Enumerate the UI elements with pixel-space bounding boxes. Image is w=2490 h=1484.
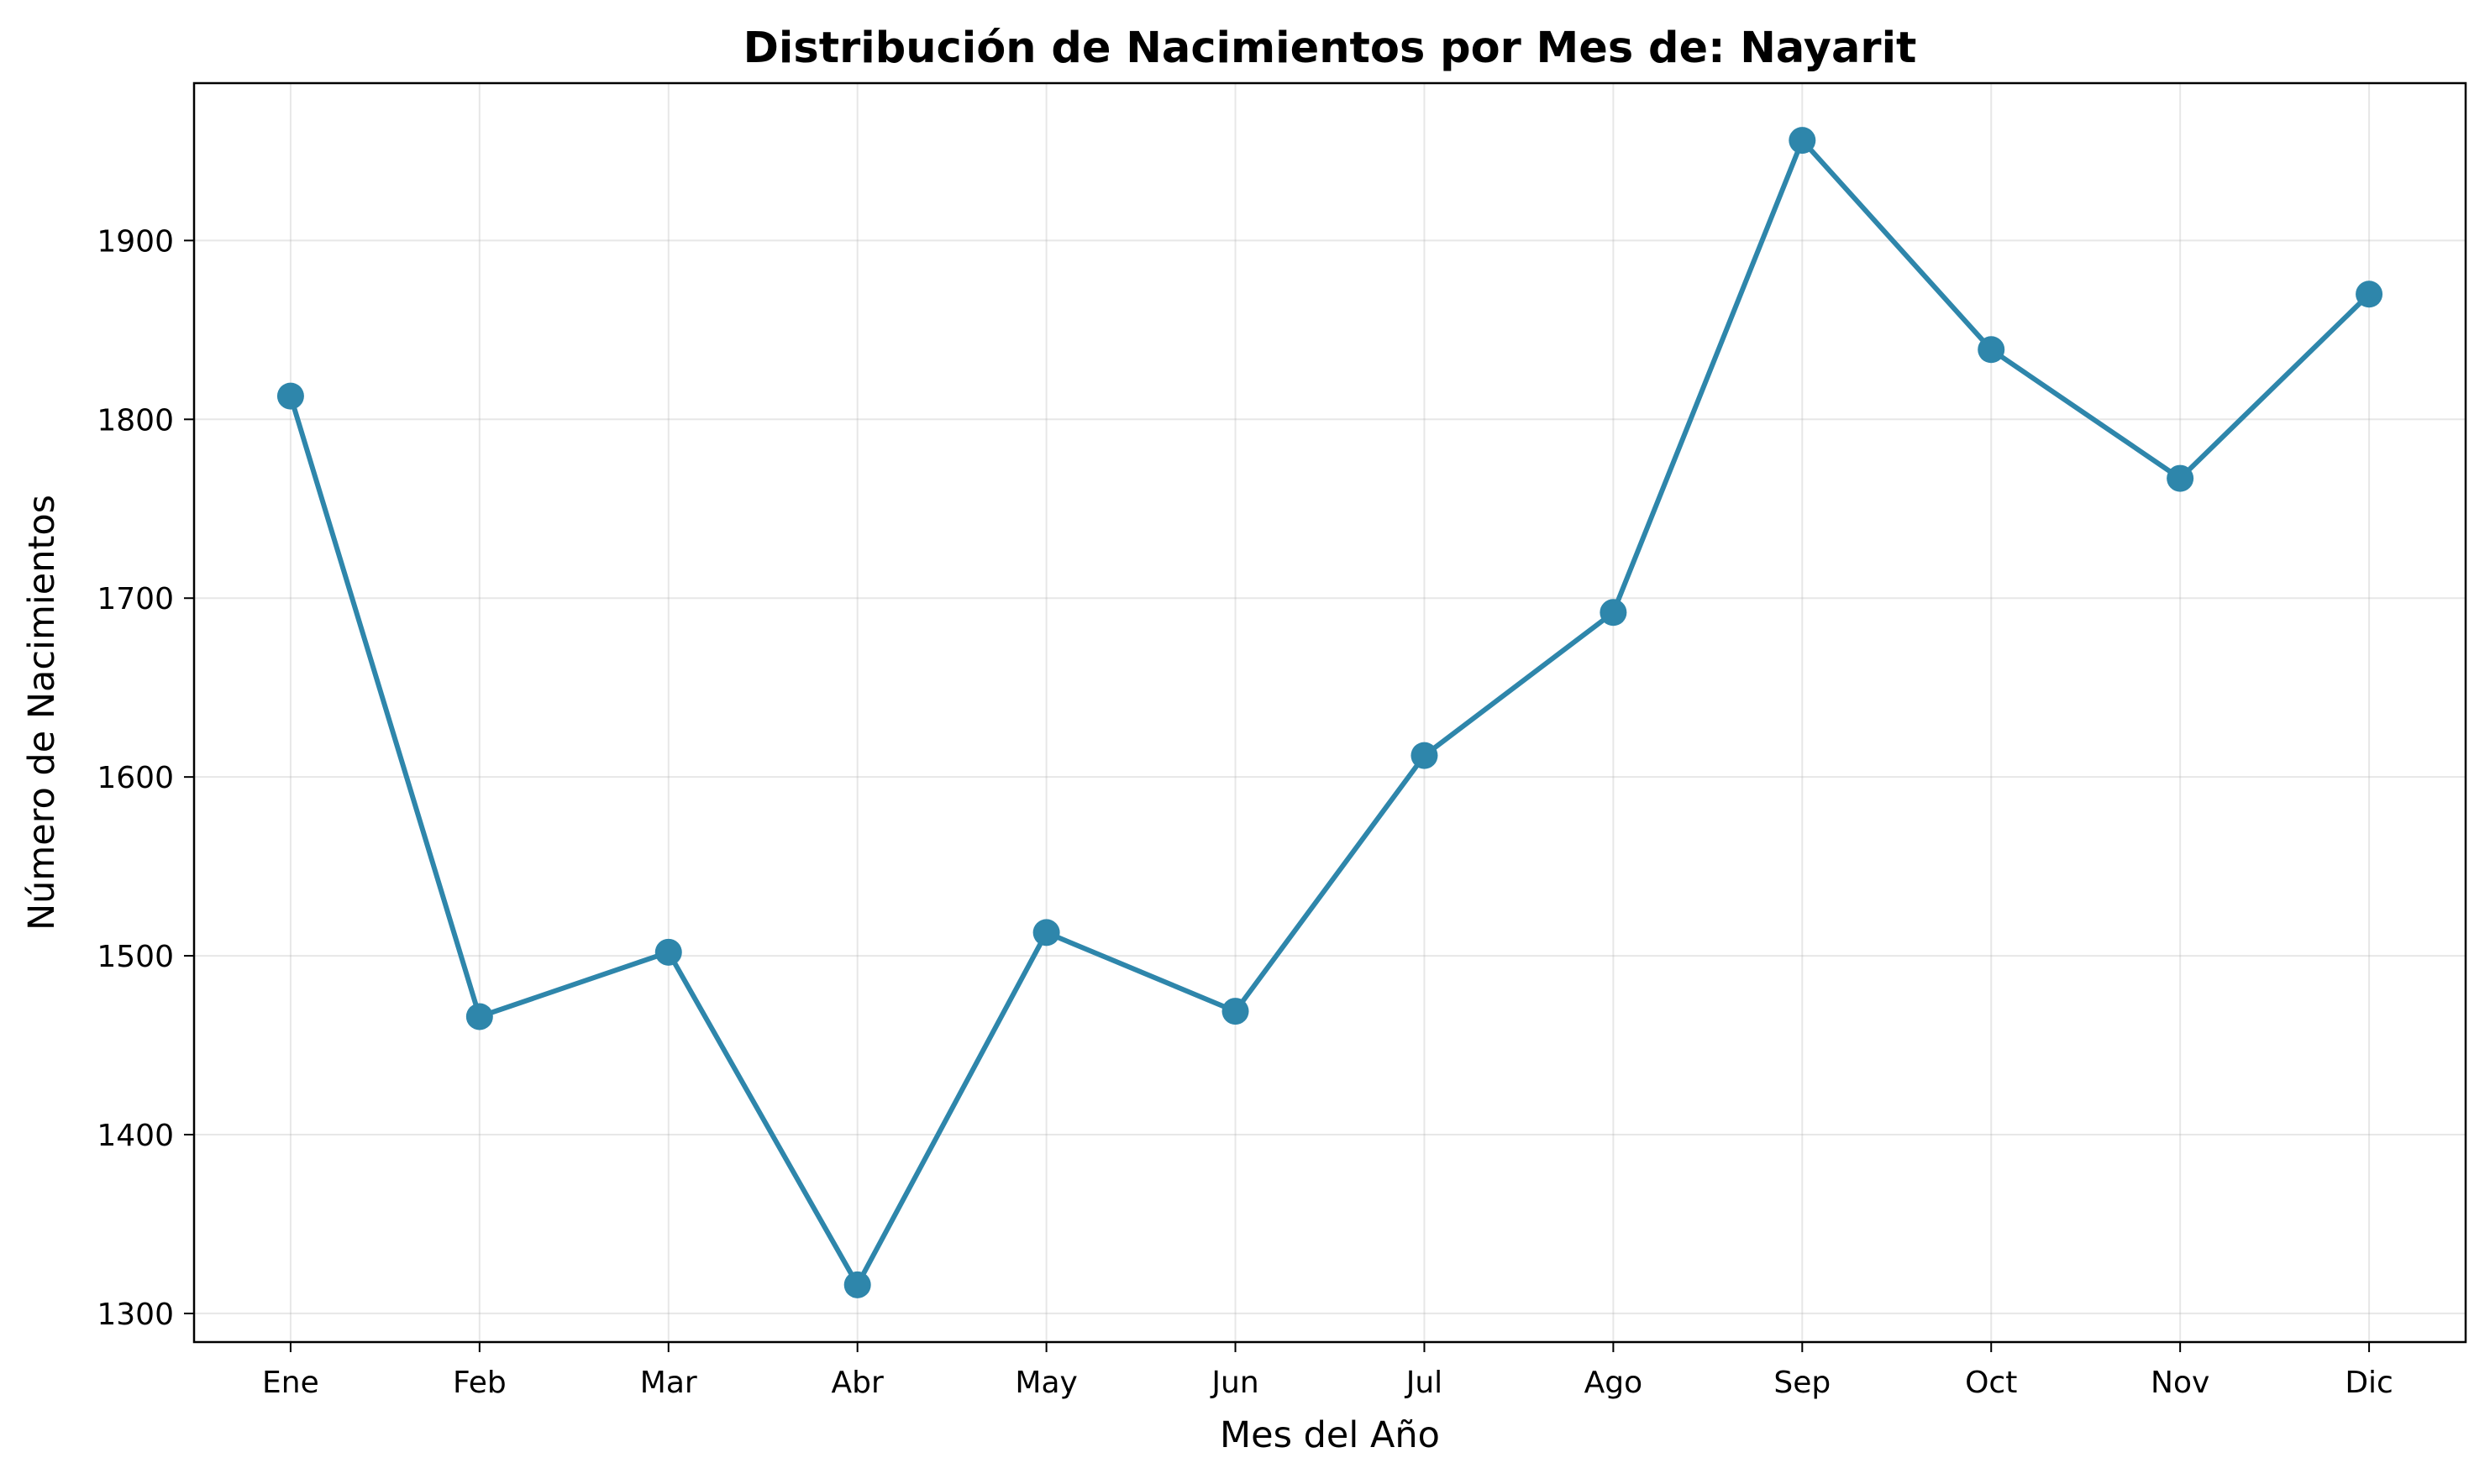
x-tick-label: Dic (2345, 1366, 2393, 1400)
data-point-oct (1978, 336, 2005, 364)
data-point-feb (465, 1003, 493, 1030)
axis-ticks: Ene Feb Mar Abr May Jun Jul Ago Sep Oct Nov Dic 1300… (97, 224, 2393, 1400)
y-tick-label: 1400 (97, 1119, 174, 1153)
series-layer (276, 127, 2383, 1298)
y-tick-label: 1300 (97, 1298, 174, 1332)
data-point-ene (276, 382, 304, 410)
x-tick-label: Abr (832, 1366, 884, 1400)
data-point-jun (1221, 998, 1249, 1025)
x-tick-label: Sep (1773, 1366, 1831, 1400)
y-tick-label: 1700 (97, 582, 174, 616)
data-point-mar (654, 938, 682, 966)
chart-title: Distribución de Nacimientos por Mes de: … (743, 24, 1917, 73)
data-point-dic (2356, 281, 2383, 308)
y-axis-label: Número de Nacimientos (21, 495, 63, 931)
x-tick-label: Nov (2151, 1366, 2209, 1400)
x-tick-label: Oct (1965, 1366, 2017, 1400)
data-point-sep (1789, 127, 1816, 155)
plot-frame (192, 81, 2467, 1344)
x-tick-label: Jun (1210, 1366, 1258, 1400)
y-tick-label: 1800 (97, 403, 174, 438)
x-tick-label: Jul (1405, 1366, 1442, 1400)
series-line (287, 138, 2372, 1287)
data-point-ago (1600, 599, 1627, 627)
x-axis-label: Mes del Año (1220, 1414, 1440, 1456)
x-tick-label: Ene (262, 1366, 319, 1400)
data-point-nov (2167, 464, 2194, 492)
y-tick-label: 1600 (97, 761, 174, 795)
x-tick-label: Mar (640, 1366, 697, 1400)
x-tick-label: May (1015, 1366, 1077, 1400)
x-tick-label: Ago (1584, 1366, 1643, 1400)
y-tick-label: 1900 (97, 224, 174, 259)
x-tick-label: Feb (453, 1366, 507, 1400)
data-point-abr (843, 1271, 871, 1298)
data-point-may (1032, 919, 1060, 947)
data-point-jul (1410, 742, 1438, 769)
y-tick-label: 1500 (97, 940, 174, 974)
